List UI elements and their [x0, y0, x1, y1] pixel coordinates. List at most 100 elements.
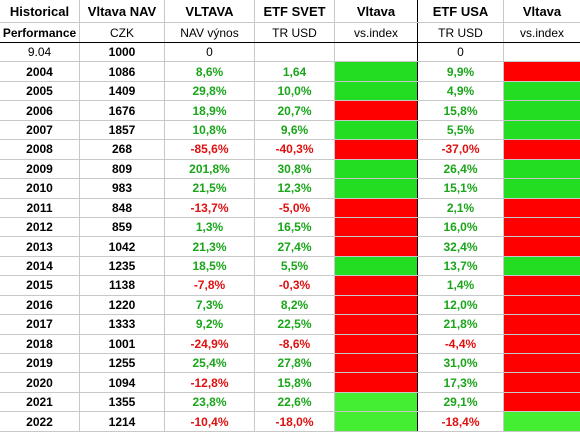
etf-usa-cell[interactable]: 32,4%: [418, 237, 504, 256]
etf-svet-cell[interactable]: -5,0%: [255, 198, 335, 217]
etf-usa-cell[interactable]: 29,1%: [418, 392, 504, 412]
etf-usa-cell[interactable]: 5,5%: [418, 120, 504, 140]
etf-svet-cell[interactable]: 27,8%: [255, 354, 335, 373]
vs-svet-cell[interactable]: [335, 101, 418, 120]
vs-usa-cell[interactable]: [504, 256, 580, 276]
vltava-return-cell[interactable]: -12,8%: [165, 373, 255, 392]
etf-usa-cell[interactable]: 21,8%: [418, 315, 504, 334]
header-etf-svet[interactable]: ETF SVET: [255, 0, 335, 22]
vs-svet-cell[interactable]: [335, 217, 418, 237]
etf-svet-cell[interactable]: -40,3%: [255, 140, 335, 159]
year-cell[interactable]: 2013: [0, 237, 80, 256]
base-vltava[interactable]: 0: [165, 43, 255, 62]
base-vs-usa[interactable]: [504, 43, 580, 61]
vs-usa-cell[interactable]: [504, 217, 580, 237]
vs-svet-cell[interactable]: [335, 140, 418, 159]
vs-svet-cell[interactable]: [335, 315, 418, 334]
vs-usa-cell[interactable]: [504, 334, 580, 353]
nav-cell[interactable]: 1138: [80, 276, 165, 295]
year-cell[interactable]: 2008: [0, 140, 80, 159]
vltava-return-cell[interactable]: 1,3%: [165, 217, 255, 237]
vltava-return-cell[interactable]: 29,8%: [165, 81, 255, 101]
header-vltava[interactable]: VLTAVA: [165, 0, 255, 22]
header-historical[interactable]: Historical: [0, 0, 80, 22]
etf-svet-cell[interactable]: 1,64: [255, 62, 335, 81]
etf-svet-cell[interactable]: 30,8%: [255, 159, 335, 179]
etf-usa-cell[interactable]: 15,8%: [418, 101, 504, 120]
vs-svet-cell[interactable]: [335, 354, 418, 373]
vs-svet-cell[interactable]: [335, 120, 418, 140]
vs-svet-cell[interactable]: [335, 81, 418, 101]
vs-svet-cell[interactable]: [335, 295, 418, 315]
etf-svet-cell[interactable]: 20,7%: [255, 101, 335, 120]
vltava-return-cell[interactable]: -85,6%: [165, 140, 255, 159]
year-cell[interactable]: 2006: [0, 101, 80, 120]
vltava-return-cell[interactable]: 21,3%: [165, 237, 255, 256]
etf-svet-cell[interactable]: 8,2%: [255, 295, 335, 315]
header-vltava-vs-svet[interactable]: Vltava: [335, 0, 418, 22]
etf-usa-cell[interactable]: 2,1%: [418, 198, 504, 217]
nav-cell[interactable]: 1042: [80, 237, 165, 256]
nav-cell[interactable]: 1355: [80, 392, 165, 412]
vs-svet-cell[interactable]: [335, 276, 418, 295]
nav-cell[interactable]: 1255: [80, 354, 165, 373]
etf-usa-cell[interactable]: 1,4%: [418, 276, 504, 295]
vs-usa-cell[interactable]: [504, 179, 580, 198]
vs-svet-cell[interactable]: [335, 62, 418, 81]
vltava-return-cell[interactable]: 8,6%: [165, 62, 255, 81]
nav-cell[interactable]: 1001: [80, 334, 165, 353]
year-cell[interactable]: 2011: [0, 198, 80, 217]
etf-usa-cell[interactable]: 9,9%: [418, 62, 504, 81]
header-tr-usd-svet[interactable]: TR USD: [255, 23, 335, 42]
etf-usa-cell[interactable]: 4,9%: [418, 81, 504, 101]
vs-svet-cell[interactable]: [335, 159, 418, 179]
vltava-return-cell[interactable]: 18,9%: [165, 101, 255, 120]
year-cell[interactable]: 2007: [0, 120, 80, 140]
vltava-return-cell[interactable]: -13,7%: [165, 198, 255, 217]
vltava-return-cell[interactable]: -10,4%: [165, 412, 255, 431]
year-cell[interactable]: 2016: [0, 295, 80, 315]
vs-usa-cell[interactable]: [504, 392, 580, 412]
header-czk[interactable]: CZK: [80, 23, 165, 42]
vs-usa-cell[interactable]: [504, 373, 580, 392]
vs-svet-cell[interactable]: [335, 373, 418, 392]
vs-svet-cell[interactable]: [335, 412, 418, 431]
vs-usa-cell[interactable]: [504, 237, 580, 256]
etf-svet-cell[interactable]: 16,5%: [255, 217, 335, 237]
header-performance[interactable]: Performance: [0, 23, 80, 42]
vltava-return-cell[interactable]: 9,2%: [165, 315, 255, 334]
vltava-return-cell[interactable]: 21,5%: [165, 179, 255, 198]
vs-usa-cell[interactable]: [504, 198, 580, 217]
etf-usa-cell[interactable]: 15,1%: [418, 179, 504, 198]
etf-usa-cell[interactable]: 16,0%: [418, 217, 504, 237]
vs-svet-cell[interactable]: [335, 256, 418, 276]
year-cell[interactable]: 2015: [0, 276, 80, 295]
etf-svet-cell[interactable]: 5,5%: [255, 256, 335, 276]
vltava-return-cell[interactable]: 18,5%: [165, 256, 255, 276]
etf-usa-cell[interactable]: 13,7%: [418, 256, 504, 276]
nav-cell[interactable]: 1676: [80, 101, 165, 120]
year-cell[interactable]: 2010: [0, 179, 80, 198]
nav-cell[interactable]: 1235: [80, 256, 165, 276]
vs-usa-cell[interactable]: [504, 295, 580, 315]
base-vs-svet[interactable]: [335, 43, 418, 62]
vs-svet-cell[interactable]: [335, 334, 418, 353]
etf-usa-cell[interactable]: 31,0%: [418, 354, 504, 373]
etf-svet-cell[interactable]: 22,5%: [255, 315, 335, 334]
header-etf-usa[interactable]: ETF USA: [418, 0, 504, 22]
year-cell[interactable]: 2018: [0, 334, 80, 353]
etf-usa-cell[interactable]: 17,3%: [418, 373, 504, 392]
vs-usa-cell[interactable]: [504, 315, 580, 334]
etf-usa-cell[interactable]: 12,0%: [418, 295, 504, 315]
vltava-return-cell[interactable]: 201,8%: [165, 159, 255, 179]
year-cell[interactable]: 2009: [0, 159, 80, 179]
vs-svet-cell[interactable]: [335, 392, 418, 412]
vltava-return-cell[interactable]: 23,8%: [165, 392, 255, 412]
etf-usa-cell[interactable]: -18,4%: [418, 412, 504, 431]
nav-cell[interactable]: 1857: [80, 120, 165, 140]
nav-cell[interactable]: 1220: [80, 295, 165, 315]
vs-svet-cell[interactable]: [335, 237, 418, 256]
nav-cell[interactable]: 1333: [80, 315, 165, 334]
header-nav-vynos[interactable]: NAV výnos: [165, 23, 255, 42]
etf-svet-cell[interactable]: 10,0%: [255, 81, 335, 101]
